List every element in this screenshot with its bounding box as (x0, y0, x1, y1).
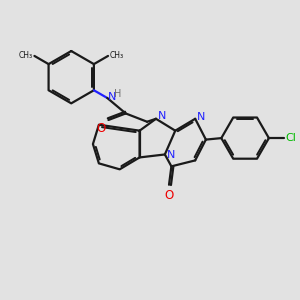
Text: N: N (167, 150, 175, 160)
Text: H: H (114, 89, 121, 99)
Text: O: O (164, 189, 174, 202)
Text: CH₃: CH₃ (109, 51, 123, 60)
Text: O: O (97, 122, 106, 135)
Text: CH₃: CH₃ (19, 51, 33, 60)
Text: N: N (197, 112, 206, 122)
Text: Cl: Cl (286, 133, 296, 143)
Text: N: N (108, 92, 116, 102)
Text: N: N (158, 111, 166, 122)
